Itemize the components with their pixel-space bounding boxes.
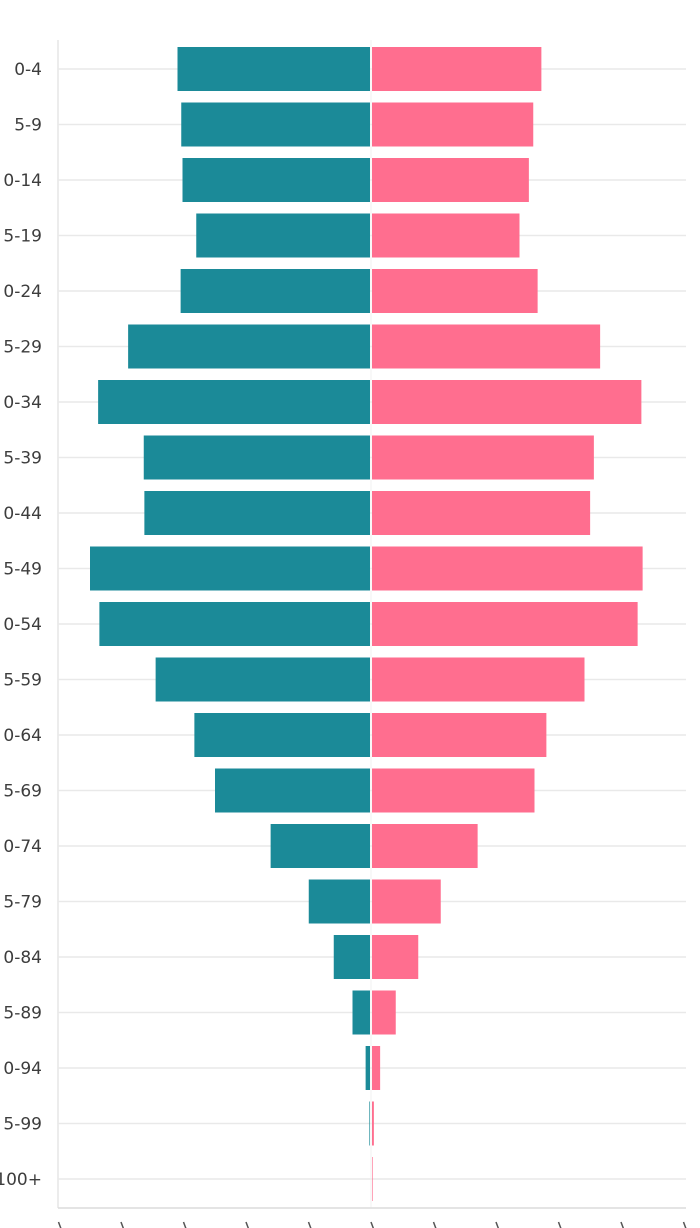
bar-male-0-64[interactable] <box>194 713 370 757</box>
x-tick-mark <box>495 1221 500 1228</box>
bar-female-0-84[interactable] <box>372 935 419 979</box>
bar-female-0-14[interactable] <box>372 158 529 202</box>
bar-female-5-9[interactable] <box>372 102 534 147</box>
x-tick-mark <box>432 1221 437 1228</box>
bar-female-100+[interactable] <box>372 1157 373 1201</box>
y-axis-labels: 0-4 5-9 0-14 5-19 0-24 5-29 0-34 5-39 0-44 5-49 0-… <box>0 60 42 1190</box>
bar-male-0-14[interactable] <box>182 158 371 202</box>
bar-male-5-89[interactable] <box>352 990 371 1035</box>
y-tick-label: 5-59 <box>3 671 42 691</box>
bar-male-5-79[interactable] <box>308 879 370 924</box>
bar-male-5-9[interactable] <box>181 102 370 147</box>
bar-male-5-49[interactable] <box>90 546 370 591</box>
x-axis <box>57 1207 687 1228</box>
y-tick-label: 0-14 <box>3 171 42 191</box>
legend: 男性 女性 <box>6 0 120 2</box>
bar-female-5-29[interactable] <box>372 324 601 369</box>
y-tick-label: 5-69 <box>3 782 42 802</box>
x-tick-mark <box>620 1221 625 1228</box>
bar-female-0-24[interactable] <box>372 269 538 313</box>
y-tick-label: 0-84 <box>3 948 42 968</box>
legend-label-female: 女性 <box>86 0 120 2</box>
bar-female-5-99[interactable] <box>372 1101 374 1146</box>
bar-female-0-4[interactable] <box>372 47 542 91</box>
bar-female-5-79[interactable] <box>372 879 441 924</box>
bar-male-5-19[interactable] <box>196 213 370 258</box>
bar-male-5-39[interactable] <box>143 435 370 480</box>
y-tick-label: 0-94 <box>3 1059 42 1079</box>
bar-female-0-64[interactable] <box>372 713 547 757</box>
x-tick-mark <box>57 1221 62 1228</box>
bar-male-0-4[interactable] <box>177 47 371 91</box>
bar-female-0-74[interactable] <box>372 824 478 868</box>
y-tick-label: 5-79 <box>3 893 42 913</box>
y-tick-label: 5-9 <box>14 116 42 136</box>
bar-male-0-24[interactable] <box>180 269 370 313</box>
y-tick-label: 5-89 <box>3 1004 42 1024</box>
y-tick-label: 0-34 <box>3 393 42 413</box>
y-tick-label: 5-19 <box>3 227 42 247</box>
bars <box>90 47 643 1201</box>
x-tick-mark <box>682 1221 687 1228</box>
y-tick-label: 0-54 <box>3 615 42 635</box>
bar-female-5-69[interactable] <box>372 768 535 813</box>
bar-male-0-34[interactable] <box>98 380 370 424</box>
bar-female-5-39[interactable] <box>372 435 594 480</box>
y-tick-label: 5-29 <box>3 338 42 358</box>
y-tick-label: 100+ <box>0 1170 42 1190</box>
bar-female-0-54[interactable] <box>372 602 638 646</box>
bar-female-5-59[interactable] <box>372 657 585 702</box>
bar-female-0-44[interactable] <box>372 491 591 535</box>
bar-male-5-59[interactable] <box>155 657 370 702</box>
bar-female-0-34[interactable] <box>372 380 642 424</box>
y-tick-label: 0-24 <box>3 282 42 302</box>
bar-male-5-99[interactable] <box>369 1101 370 1146</box>
bar-male-0-74[interactable] <box>270 824 370 868</box>
y-tick-label: 5-49 <box>3 560 42 580</box>
x-tick-mark <box>182 1221 187 1228</box>
x-tick-mark <box>370 1221 375 1228</box>
y-tick-label: 5-99 <box>3 1115 42 1135</box>
bar-male-0-94[interactable] <box>365 1046 370 1090</box>
bar-male-0-44[interactable] <box>144 491 370 535</box>
x-tick-mark <box>245 1221 250 1228</box>
legend-label-male: 男性 <box>6 0 40 2</box>
bar-female-5-89[interactable] <box>372 990 396 1035</box>
x-tick-mark <box>120 1221 125 1228</box>
bar-male-0-84[interactable] <box>333 935 370 979</box>
y-tick-label: 0-44 <box>3 504 42 524</box>
bar-female-0-94[interactable] <box>372 1046 381 1090</box>
y-tick-label: 0-64 <box>3 726 42 746</box>
bar-female-5-49[interactable] <box>372 546 643 591</box>
bar-male-0-54[interactable] <box>99 602 370 646</box>
x-tick-mark <box>557 1221 562 1228</box>
y-tick-label: 0-74 <box>3 837 42 857</box>
x-tick-mark <box>307 1221 312 1228</box>
y-tick-label: 0-4 <box>14 60 42 80</box>
y-tick-label: 5-39 <box>3 449 42 469</box>
bar-female-5-19[interactable] <box>372 213 520 258</box>
bar-male-5-29[interactable] <box>128 324 370 369</box>
bar-male-5-69[interactable] <box>215 768 370 813</box>
